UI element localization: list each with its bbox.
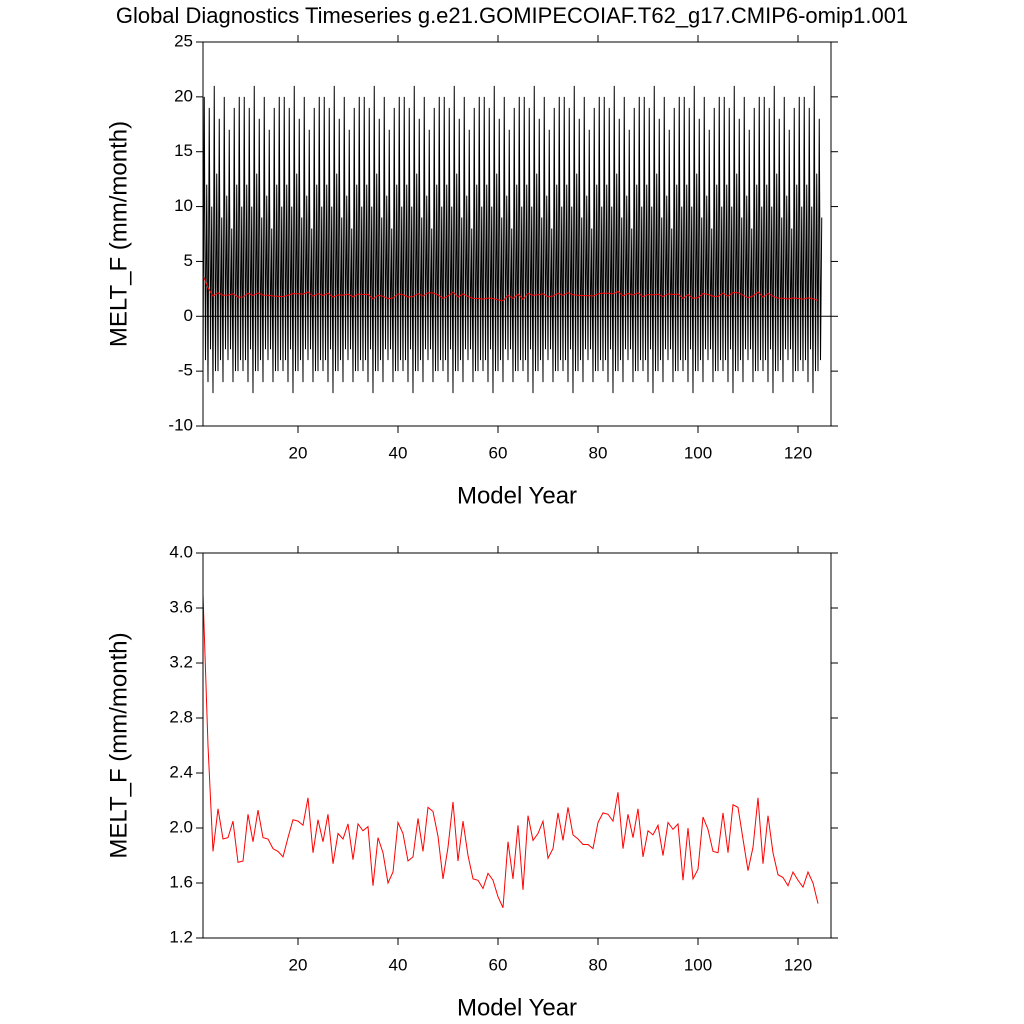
y-tick-label: 3.2: [169, 652, 193, 671]
y-tick-label: 10: [174, 196, 193, 215]
x-tick-label: 120: [784, 443, 812, 462]
chart-title: Global Diagnostics Timeseries g.e21.GOMI…: [116, 3, 908, 28]
y-tick-label: 0: [184, 306, 193, 325]
series-line: [202, 275, 819, 302]
x-tick-label: 100: [684, 955, 712, 974]
plot-frame: [202, 41, 832, 427]
x-tick-label: 120: [784, 955, 812, 974]
x-tick-label: 80: [589, 443, 608, 462]
y-tick-label: 1.6: [169, 872, 193, 891]
y-tick-label: 15: [174, 141, 193, 160]
x-tick-label: 40: [389, 955, 408, 974]
x-tick-label: 20: [289, 955, 308, 974]
y-axis-label: MELT_F (mm/month): [105, 632, 132, 858]
x-tick-label: 40: [389, 443, 408, 462]
x-tick-label: 80: [589, 955, 608, 974]
series-line: [202, 594, 819, 908]
y-tick-label: 5: [184, 251, 193, 270]
x-tick-label: 100: [684, 443, 712, 462]
y-tick-label: -10: [168, 415, 193, 434]
y-tick-label: 2.4: [169, 762, 193, 781]
x-tick-label: 60: [489, 443, 508, 462]
y-tick-label: 20: [174, 86, 193, 105]
y-axis-label: MELT_F (mm/month): [105, 121, 132, 347]
y-tick-label: 1.2: [169, 927, 193, 946]
x-axis-label: Model Year: [457, 482, 577, 509]
y-tick-label: 2.8: [169, 707, 193, 726]
y-tick-label: 25: [174, 31, 193, 50]
x-axis-label: Model Year: [457, 994, 577, 1021]
y-tick-label: 4.0: [169, 542, 193, 561]
y-tick-label: 3.6: [169, 597, 193, 616]
y-tick-label: 2.0: [169, 817, 193, 836]
x-tick-label: 20: [289, 443, 308, 462]
x-tick-label: 60: [489, 955, 508, 974]
y-tick-label: -5: [178, 361, 193, 380]
plot-frame: [202, 552, 832, 939]
series-line: [202, 85, 823, 394]
